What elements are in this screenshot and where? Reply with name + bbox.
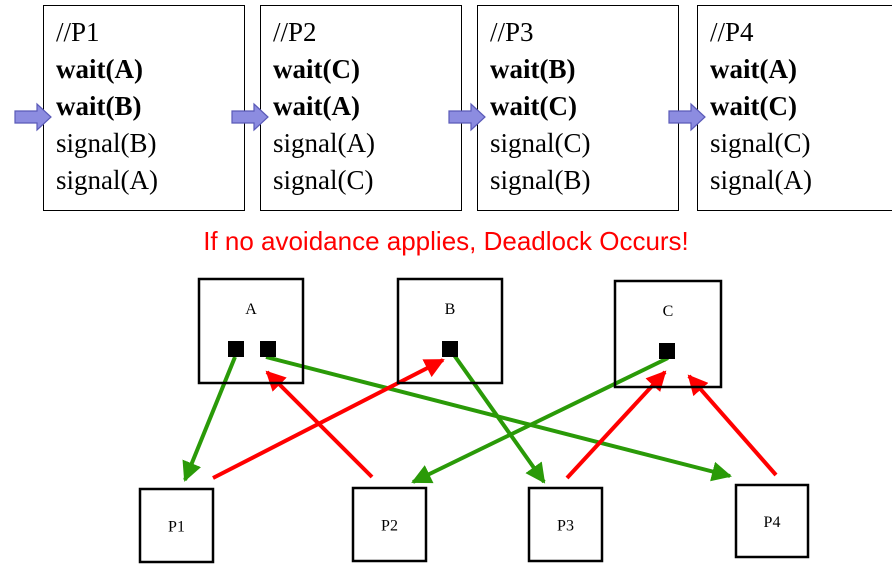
code-line: wait(C)	[490, 91, 577, 121]
request-edge	[687, 374, 778, 477]
code-line: signal(A)	[273, 128, 375, 158]
assignment-edge	[411, 356, 669, 484]
code-line: signal(A)	[710, 165, 812, 195]
pointer-arrow-icon	[448, 102, 486, 132]
pointer-arrow-icon	[14, 102, 52, 132]
resource-box	[396, 277, 504, 385]
process-label: P2	[381, 518, 398, 535]
request-edge	[212, 358, 445, 480]
resource-label: C	[663, 303, 674, 320]
process-code-box: //P4 wait(A) wait(C) signal(C) signal(A)	[697, 5, 892, 211]
code-line: //P1	[56, 17, 100, 47]
pointer-arrow-icon	[231, 102, 269, 132]
code-line: wait(A)	[56, 54, 143, 84]
resource-label: B	[445, 301, 456, 318]
code-line: wait(B)	[490, 54, 576, 84]
code-line: signal(C)	[490, 128, 591, 158]
resource-instance	[659, 343, 675, 359]
assignment-edge	[452, 353, 546, 484]
resource-box	[613, 279, 723, 389]
code-line: wait(C)	[710, 91, 797, 121]
code-line: signal(B)	[490, 165, 591, 195]
code-line: //P4	[710, 17, 754, 47]
process-node	[138, 487, 215, 564]
process-node	[734, 483, 810, 559]
code-line: //P3	[490, 17, 534, 47]
code-line: wait(A)	[273, 91, 360, 121]
resource-instance	[442, 341, 458, 357]
resource-box	[197, 277, 305, 385]
process-label: P1	[168, 519, 185, 536]
assignment-edge	[182, 356, 237, 482]
process-code-box: //P3 wait(B) wait(C) signal(C) signal(B)	[477, 5, 679, 211]
process-code-box: //P1 wait(A) wait(B) signal(B) signal(A)	[43, 5, 245, 211]
code-line: wait(A)	[710, 54, 797, 84]
process-label: P4	[764, 514, 781, 531]
code-line: wait(B)	[56, 91, 142, 121]
code-line: signal(C)	[710, 128, 811, 158]
resource-instance	[228, 341, 244, 357]
code-line: signal(C)	[273, 165, 374, 195]
resource-label: A	[245, 301, 257, 318]
request-edge	[565, 370, 667, 480]
deadlock-headline: If no avoidance applies, Deadlock Occurs…	[203, 226, 689, 256]
process-code-box: //P2 wait(C) wait(A) signal(A) signal(C)	[260, 5, 462, 211]
pointer-arrow-icon	[668, 102, 706, 132]
request-edge	[265, 370, 374, 479]
process-label: P3	[557, 518, 574, 535]
process-node	[351, 486, 428, 563]
code-line: wait(C)	[273, 54, 360, 84]
code-line: signal(B)	[56, 128, 157, 158]
code-line: //P2	[273, 17, 317, 47]
process-node	[527, 486, 604, 563]
resource-instance	[260, 341, 276, 357]
code-line: signal(A)	[56, 165, 158, 195]
